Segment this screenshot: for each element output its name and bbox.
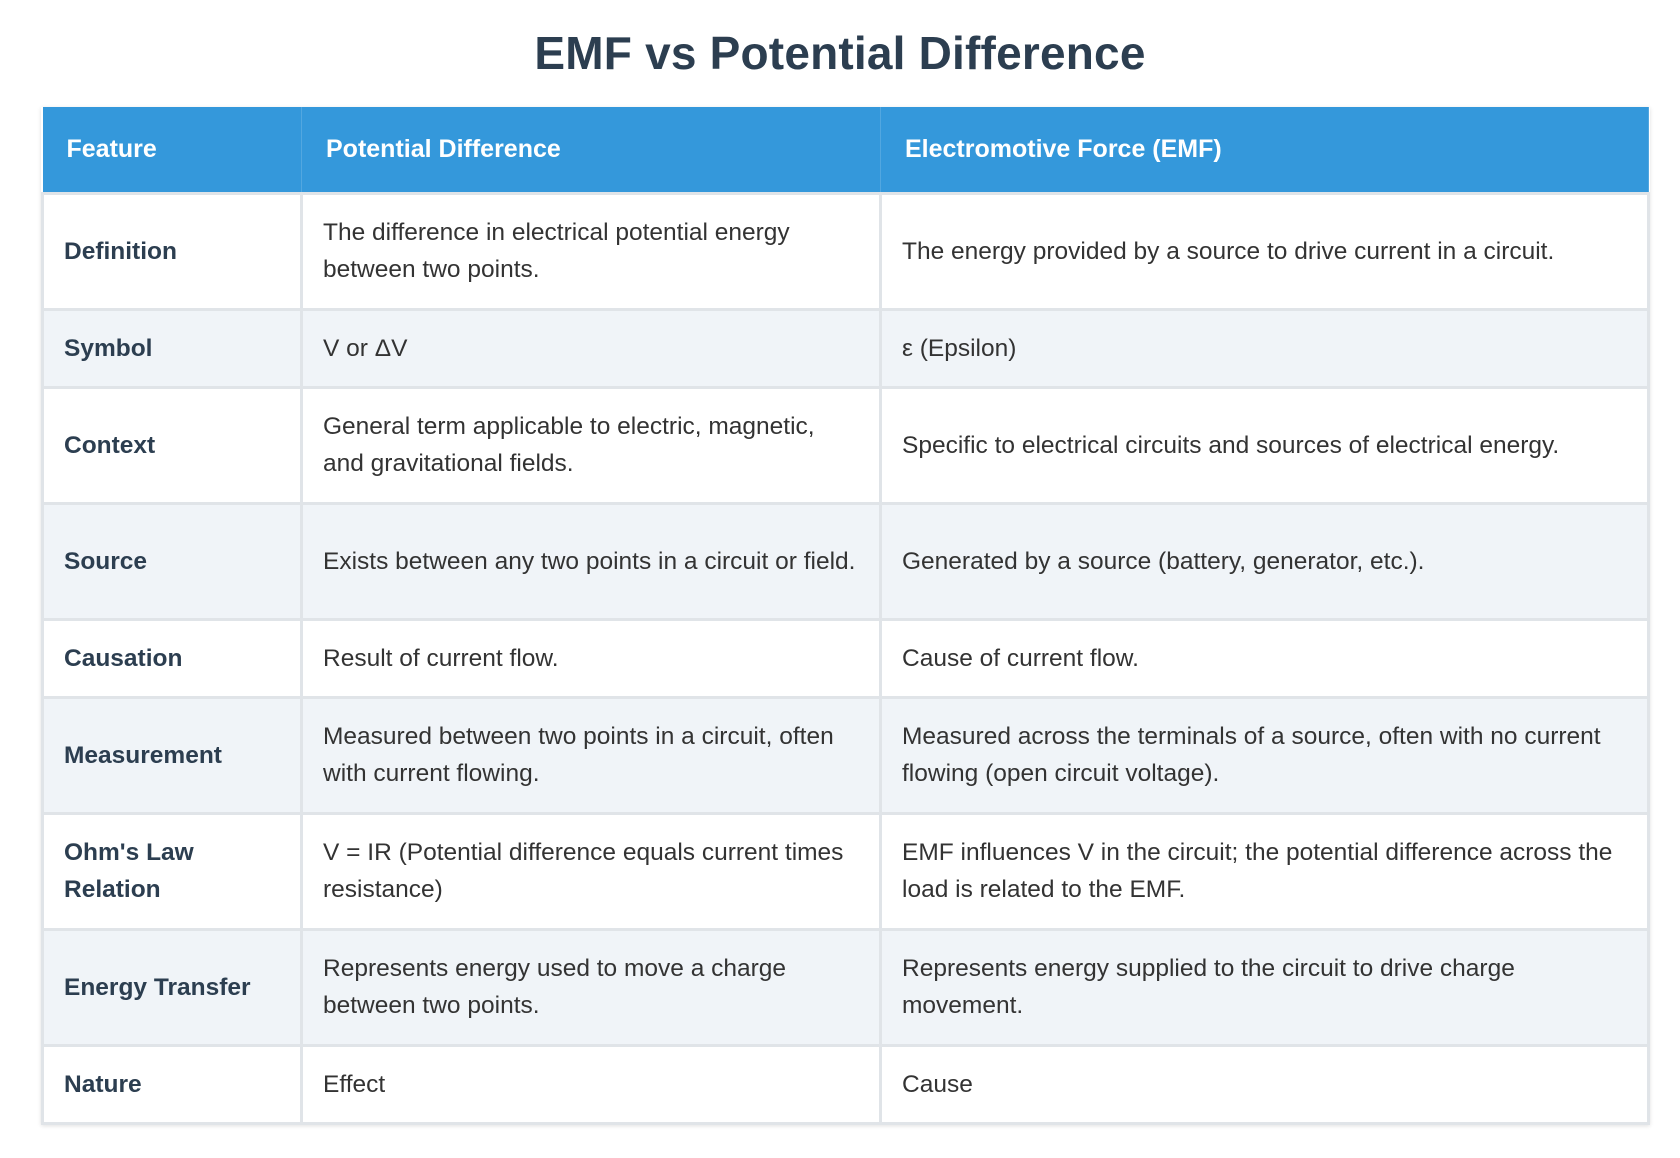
table-body: Definition The difference in electrical … (41, 191, 1650, 1125)
emf-cell: The energy provided by a source to drive… (879, 191, 1650, 311)
feature-cell: Context (41, 385, 303, 505)
emf-cell: Cause (879, 1043, 1650, 1125)
feature-cell: Energy Transfer (41, 927, 303, 1047)
potential-difference-cell: The difference in electrical potential e… (300, 191, 882, 311)
table-row: Ohm's Law Relation V = IR (Potential dif… (41, 811, 1650, 931)
potential-difference-cell: Measured between two points in a circuit… (300, 695, 882, 815)
feature-cell: Causation (41, 617, 303, 699)
table-row: Nature Effect Cause (41, 1043, 1650, 1125)
table-row: Causation Result of current flow. Cause … (41, 617, 1650, 699)
header-feature: Feature (42, 107, 302, 193)
potential-difference-cell: V or ΔV (300, 307, 882, 389)
emf-cell: ε (Epsilon) (879, 307, 1650, 389)
emf-cell: EMF influences V in the circuit; the pot… (879, 811, 1650, 931)
page-title: EMF vs Potential Difference (534, 27, 1146, 79)
comparison-table: Feature Potential Difference Electromoti… (41, 107, 1650, 1125)
feature-cell: Symbol (41, 307, 303, 389)
potential-difference-cell: V = IR (Potential difference equals curr… (300, 811, 882, 931)
feature-cell: Ohm's Law Relation (41, 811, 303, 931)
feature-cell: Nature (41, 1043, 303, 1125)
table-header: Feature Potential Difference Electromoti… (42, 107, 1649, 193)
potential-difference-cell: Represents energy used to move a charge … (300, 927, 882, 1047)
feature-cell: Measurement (41, 695, 303, 815)
table-row: Measurement Measured between two points … (41, 695, 1650, 815)
potential-difference-cell: General term applicable to electric, mag… (300, 385, 882, 505)
potential-difference-cell: Exists between any two points in a circu… (300, 501, 882, 621)
table-row: Context General term applicable to elect… (41, 385, 1650, 505)
potential-difference-cell: Result of current flow. (300, 617, 882, 699)
potential-difference-cell: Effect (300, 1043, 882, 1125)
emf-cell: Generated by a source (battery, generato… (879, 501, 1650, 621)
feature-cell: Definition (41, 191, 303, 311)
table-row: Symbol V or ΔV ε (Epsilon) (41, 307, 1650, 389)
table-row: Source Exists between any two points in … (41, 501, 1650, 621)
emf-cell: Represents energy supplied to the circui… (879, 927, 1650, 1047)
table-row: Energy Transfer Represents energy used t… (41, 927, 1650, 1047)
emf-cell: Cause of current flow. (879, 617, 1650, 699)
emf-cell: Specific to electrical circuits and sour… (879, 385, 1650, 505)
header-emf: Electromotive Force (EMF) (880, 107, 1649, 193)
table-row: Definition The difference in electrical … (41, 191, 1650, 311)
header-potential-difference: Potential Difference (301, 107, 881, 193)
header-row: Feature Potential Difference Electromoti… (42, 107, 1649, 193)
feature-cell: Source (41, 501, 303, 621)
emf-cell: Measured across the terminals of a sourc… (879, 695, 1650, 815)
